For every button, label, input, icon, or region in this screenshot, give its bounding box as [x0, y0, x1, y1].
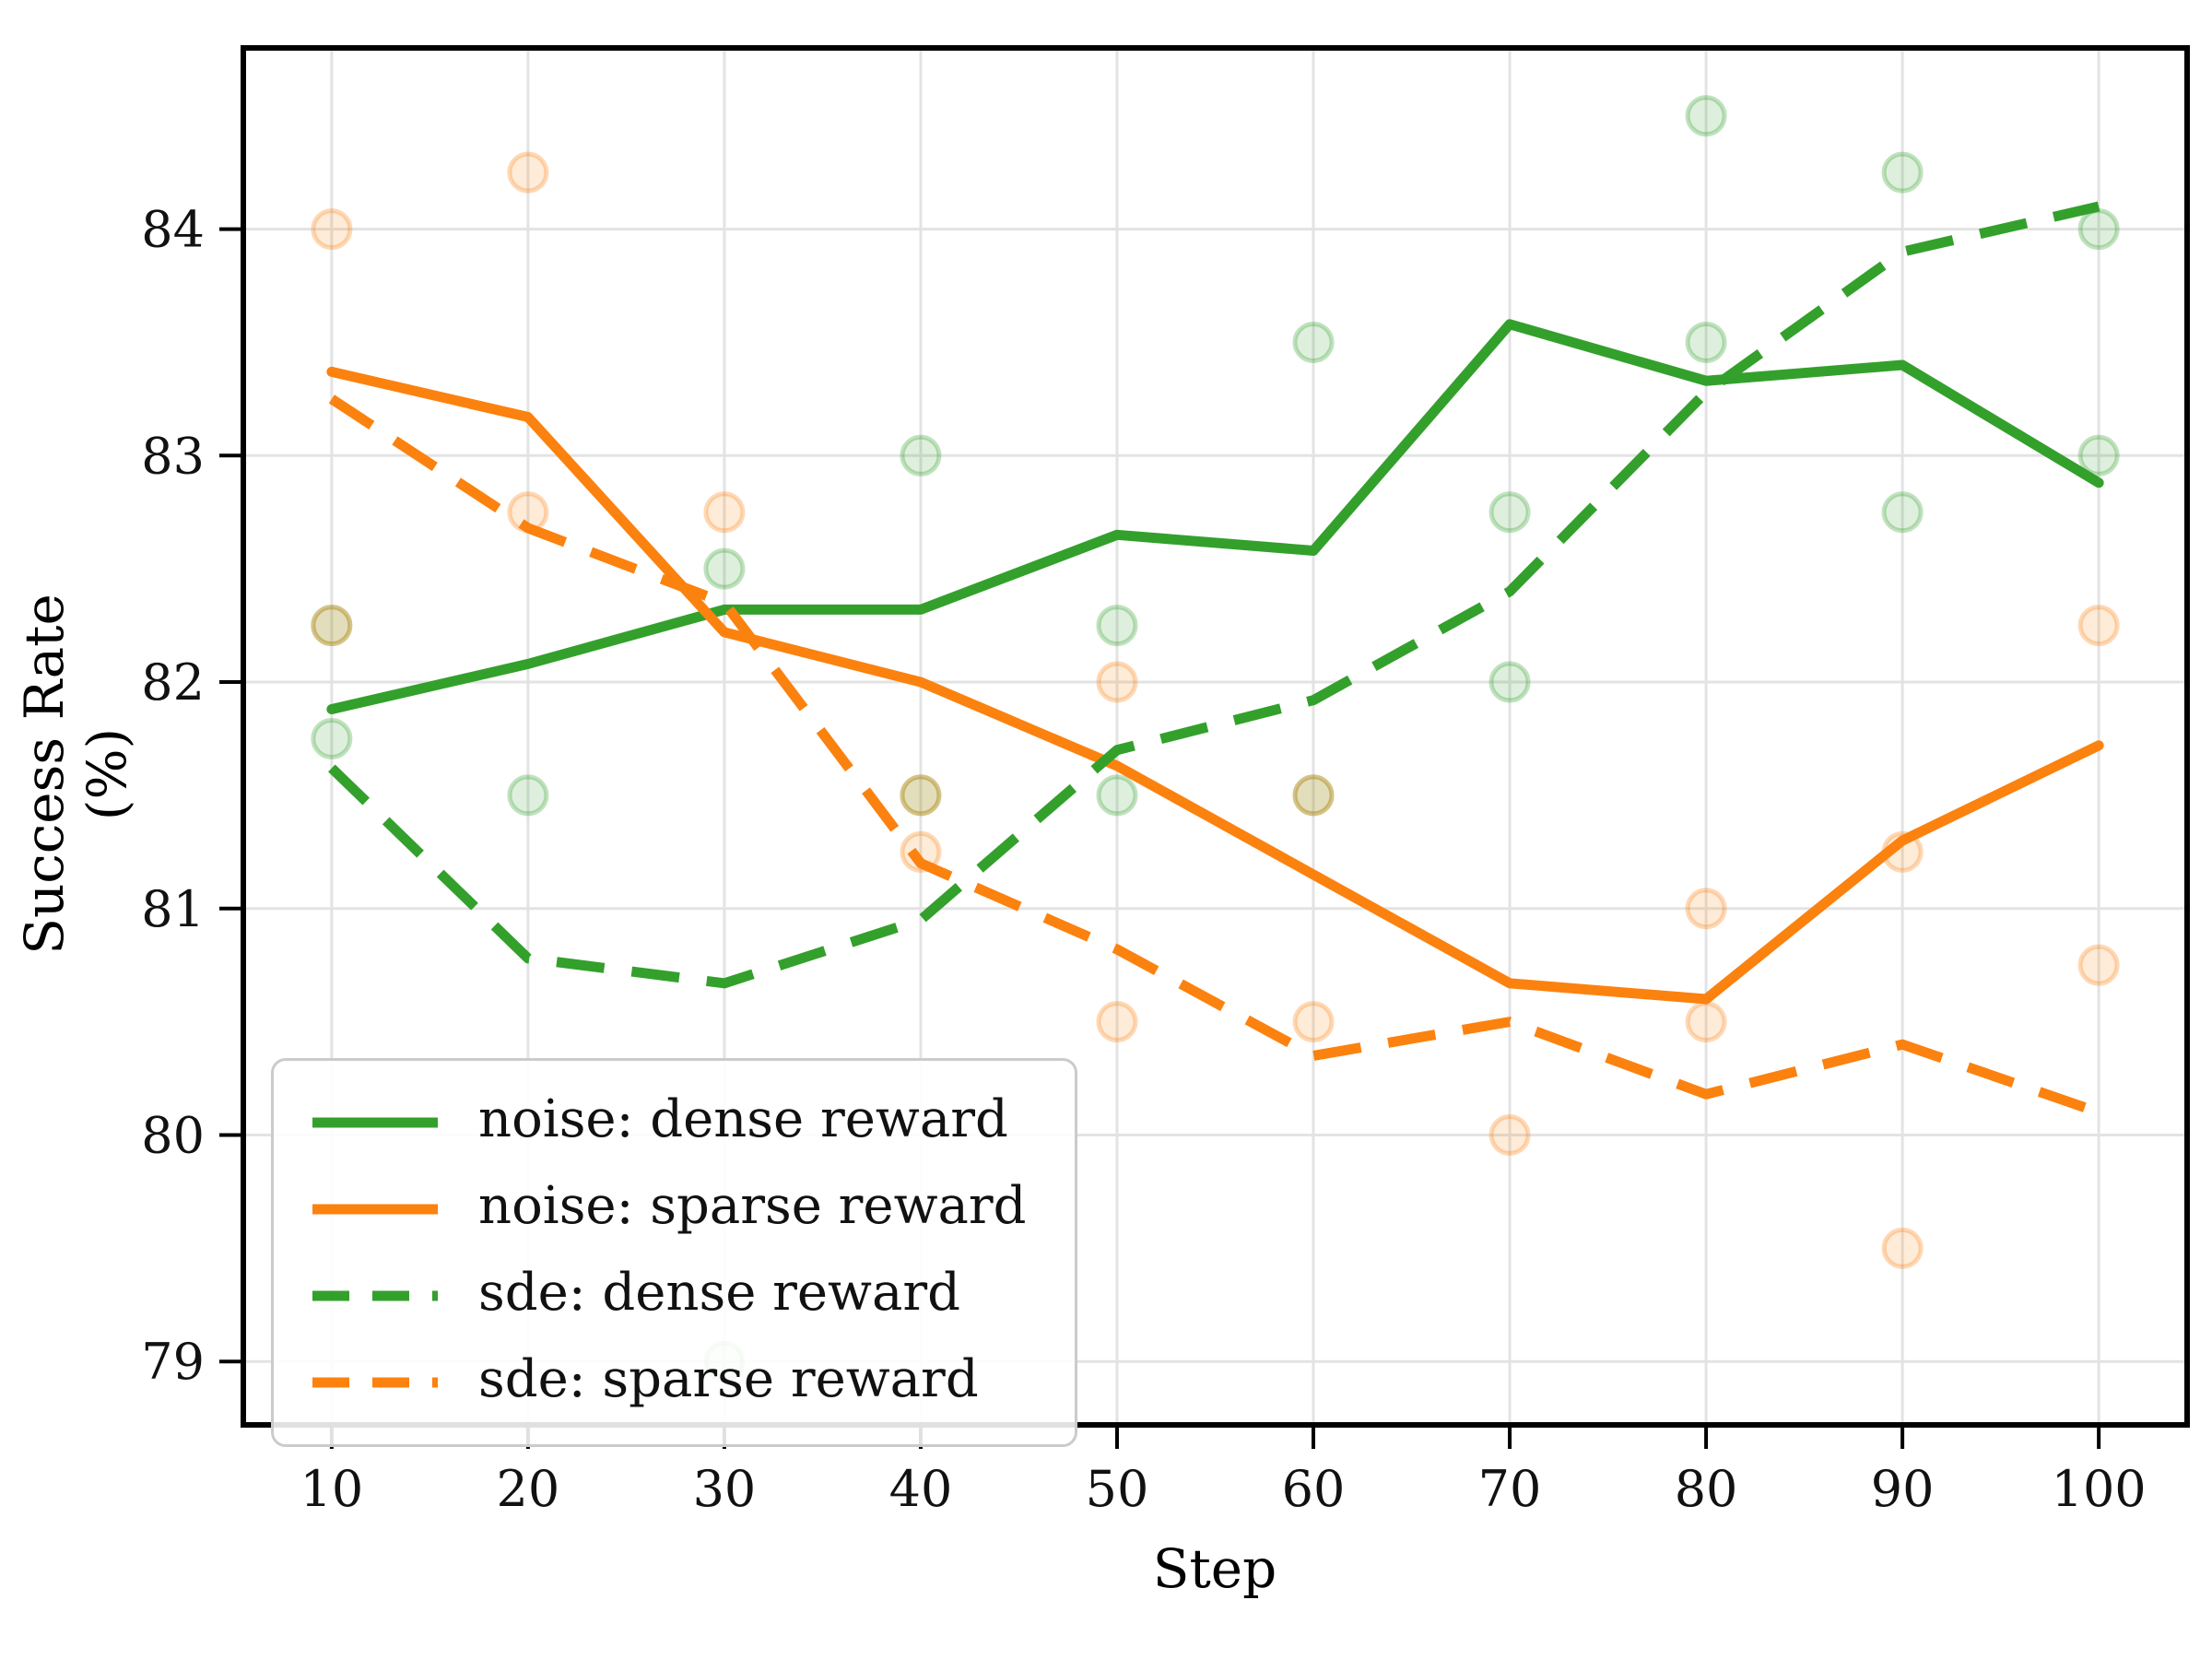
scatter-point: [703, 491, 746, 534]
scatter-point: [1292, 321, 1335, 363]
x-tick-label: 40: [889, 1460, 953, 1518]
y-tick-label: 82: [141, 653, 205, 712]
y-tick-label: 80: [141, 1106, 205, 1164]
scatter-point: [1096, 1001, 1138, 1043]
scatter-point: [1488, 491, 1531, 534]
x-tick-label: 20: [497, 1460, 560, 1518]
x-tick-label: 30: [693, 1460, 757, 1518]
legend-entry: sde: sparse reward: [311, 1354, 1027, 1411]
x-tick-label: 10: [300, 1460, 364, 1518]
y-tick-label: 79: [141, 1333, 205, 1391]
scatter-point: [2077, 605, 2120, 647]
legend-label: noise: sparse reward: [478, 1176, 1027, 1236]
scatter-point: [1096, 605, 1138, 647]
plot-border: [241, 45, 2190, 1428]
x-tick-label: 100: [2052, 1460, 2147, 1518]
scatter-point: [311, 717, 353, 759]
legend: noise: dense reward noise: sparse reward s…: [271, 1058, 1077, 1447]
scatter-point: [900, 830, 942, 873]
scatter-point: [2077, 434, 2120, 477]
scatter-point: [1881, 491, 1924, 534]
scatter-point: [311, 208, 353, 251]
x-tick-label: 60: [1282, 1460, 1346, 1518]
legend-solid-line-icon: [312, 1204, 438, 1215]
x-tick-label: 50: [1086, 1460, 1149, 1518]
scatter-point: [900, 774, 942, 817]
scatter-point: [900, 434, 942, 477]
x-tick-label: 80: [1675, 1460, 1738, 1518]
y-tick-label: 81: [141, 880, 205, 938]
scatter-point: [1685, 95, 1727, 137]
scatter-point: [311, 605, 353, 647]
scatter-point: [1881, 1227, 1924, 1269]
scatter-point: [507, 151, 549, 194]
legend-label: sde: sparse reward: [478, 1349, 979, 1409]
scatter-point: [507, 774, 549, 817]
legend-label: sde: dense reward: [478, 1263, 960, 1323]
series-line-noise-sparse-reward: [326, 366, 2104, 1005]
series-line-noise-dense-reward: [326, 319, 2104, 715]
scatter-point: [1292, 774, 1335, 817]
scatter-point: [703, 547, 746, 590]
legend-label: noise: dense reward: [478, 1089, 1008, 1149]
scatter-point: [1881, 151, 1924, 194]
scatter-point: [1096, 774, 1138, 817]
legend-entry: noise: sparse reward: [311, 1181, 1027, 1238]
y-tick-label: 83: [141, 427, 205, 485]
x-tick-label: 70: [1478, 1460, 1542, 1518]
scatter-point: [1096, 661, 1138, 703]
series-line-sde-sparse-reward: [328, 394, 2100, 1118]
scatter-point: [1685, 888, 1727, 930]
scatter-point: [311, 605, 353, 647]
scatter-point: [1488, 661, 1531, 703]
legend-dashed-line-icon: [312, 1290, 438, 1301]
scatter-point: [900, 774, 942, 817]
scatter-point: [2077, 944, 2120, 986]
legend-dashed-line-icon: [312, 1377, 438, 1388]
scatter-point: [2077, 208, 2120, 251]
x-tick-label: 90: [1871, 1460, 1935, 1518]
y-tick-label: 84: [141, 201, 205, 259]
series-line-sde-dense-reward: [328, 201, 2100, 989]
scatter-point: [1292, 1001, 1335, 1043]
y-axis-label: Success Rate (%): [13, 594, 138, 955]
scatter-point: [1488, 1113, 1531, 1156]
scatter-point: [1685, 1001, 1727, 1043]
legend-entry: noise: dense reward: [311, 1094, 1027, 1151]
x-axis-label: Step: [1152, 1537, 1277, 1600]
legend-entry: sde: dense reward: [311, 1267, 1027, 1324]
legend-solid-line-icon: [312, 1117, 438, 1128]
scatter-point: [1685, 321, 1727, 363]
scatter-point: [1292, 774, 1335, 817]
